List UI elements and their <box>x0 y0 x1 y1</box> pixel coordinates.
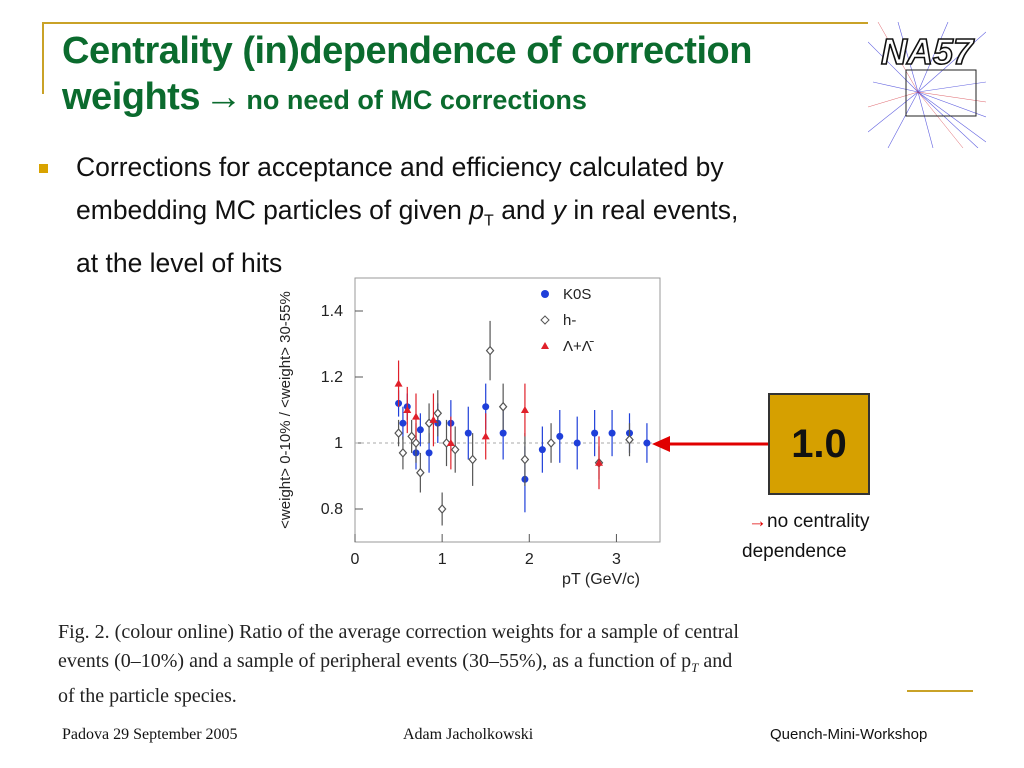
data-point-hminus <box>450 444 460 455</box>
highlight-value-box: 1.0 <box>768 393 870 495</box>
y-tick-label: 1 <box>334 435 343 452</box>
x-tick-label: 2 <box>525 551 534 568</box>
x-tick-label: 1 <box>438 551 447 568</box>
bullet-icon <box>39 164 48 173</box>
logo-text: NA57 <box>881 31 975 72</box>
footer-event: Quench-Mini-Workshop <box>770 726 928 743</box>
legend-marker-k0s <box>541 290 549 298</box>
pointer-arrow-icon <box>652 436 768 452</box>
data-point-k0s <box>591 429 599 437</box>
y-tick-label: 0.8 <box>321 501 343 518</box>
bullet-text: Corrections for acceptance and efficienc… <box>76 146 956 285</box>
data-point-hminus <box>546 438 556 448</box>
data-point-lambda <box>446 439 455 446</box>
bullet-line-2: embedding MC particles of given pT and y… <box>76 195 739 230</box>
decorative-line <box>907 690 973 692</box>
caption-line-3: of the particle species. <box>58 685 237 707</box>
data-point-k0s <box>399 419 407 427</box>
data-point-hminus <box>520 454 530 465</box>
legend-label: h- <box>563 312 576 329</box>
data-point-lambda <box>595 458 603 466</box>
data-point-lambda <box>412 412 420 420</box>
data-point-k0s <box>499 429 507 437</box>
plot-frame <box>354 277 661 543</box>
data-point-hminus <box>416 467 425 478</box>
caption-line-1: Fig. 2. (colour online) Ratio of the ave… <box>58 621 739 643</box>
title-arrow-icon: → <box>204 76 242 118</box>
data-point-k0s <box>482 403 490 411</box>
y-tick-label: 1.2 <box>321 369 343 386</box>
note-line-1: no centrality <box>767 511 870 532</box>
data-point-lambda <box>481 432 490 440</box>
data-point-hminus <box>394 428 403 439</box>
x-tick-label: 0 <box>351 551 360 568</box>
data-point-k0s <box>416 426 424 434</box>
data-point-k0s <box>573 439 581 447</box>
data-point-hminus <box>485 345 495 356</box>
x-axis-label: pT (GeV/c) <box>562 571 640 588</box>
data-point-lambda <box>394 379 403 387</box>
data-point-hminus <box>468 454 477 465</box>
y-tick-label: 1.4 <box>321 303 343 320</box>
caption-line-2: events (0–10%) and a sample of periphera… <box>58 650 733 675</box>
data-point-k0s <box>643 439 651 447</box>
data-point-k0s <box>538 446 546 454</box>
slide-title: Centrality (in)dependence of correction … <box>62 32 852 124</box>
footer-date: Padova 29 September 2005 <box>62 726 238 743</box>
data-point-hminus <box>433 408 443 419</box>
legend-label: K0S <box>563 286 591 303</box>
data-point-k0s <box>556 432 564 440</box>
note-line-2: dependence <box>742 541 847 562</box>
data-point-hminus <box>398 447 408 458</box>
footer-author: Adam Jacholkowski <box>403 726 534 743</box>
data-point-hminus <box>498 401 508 412</box>
legend-label: Λ+Λ̄ <box>563 338 594 355</box>
title-frame-horizontal <box>42 22 882 24</box>
data-point-lambda <box>429 415 438 423</box>
title-frame-vertical <box>42 22 44 94</box>
bullet-line-1: Corrections for acceptance and efficienc… <box>76 152 724 182</box>
y-axis-label: <weight> 0-10% / <weight> 30-55% <box>277 291 294 529</box>
note-arrow-icon: → <box>748 511 767 532</box>
title-subtitle: no need of MC corrections <box>246 85 587 115</box>
weight-ratio-plot: 0 1 2 3 0.8 1 1.2 1.4 pT (GeV/c) <weight> 0-10% /… <box>277 277 661 588</box>
data-point-lambda <box>520 406 529 413</box>
data-point-hminus <box>437 504 447 514</box>
data-point-hminus <box>411 438 421 448</box>
data-point-hminus <box>407 431 416 442</box>
title-line-1: Centrality (in)dependence of correction <box>62 30 752 72</box>
legend-marker-lambda <box>541 342 549 349</box>
x-tick-label: 3 <box>612 551 621 568</box>
title-line-2: weights <box>62 76 200 118</box>
data-point-k0s <box>425 449 433 457</box>
figure-caption: Fig. 2. (colour online) Ratio of the ave… <box>58 618 908 711</box>
data-point-hminus <box>625 434 634 445</box>
note: →no centrality dependence <box>742 507 942 567</box>
na57-logo: NA57 <box>868 22 986 148</box>
bullet-line-3: at the level of hits <box>76 248 283 279</box>
data-point-k0s <box>608 429 616 437</box>
legend-marker-hminus <box>540 315 550 325</box>
data-point-lambda <box>403 406 412 413</box>
data-point-k0s <box>464 429 472 437</box>
